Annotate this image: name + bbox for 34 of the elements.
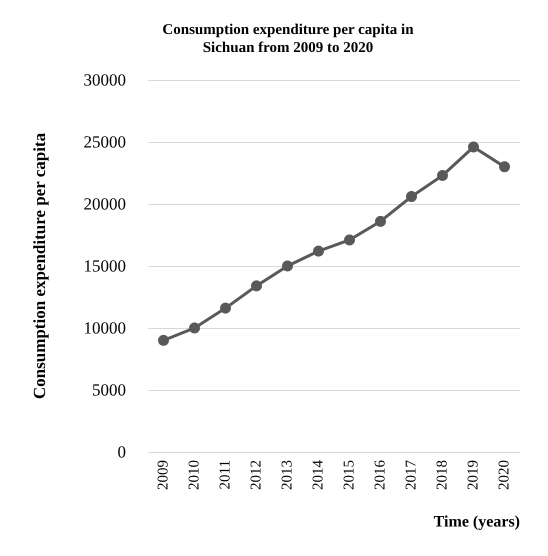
y-tick-label: 5000 bbox=[92, 380, 126, 400]
point bbox=[437, 170, 448, 181]
point bbox=[189, 322, 200, 334]
y-tick-label: 25000 bbox=[84, 132, 126, 152]
x-tick-label: 2015 bbox=[342, 460, 358, 490]
chart-title: Consumption expenditure per capita in Sichuan from 2009 to 2020 bbox=[162, 22, 414, 56]
point bbox=[499, 161, 510, 172]
point bbox=[406, 191, 417, 202]
point bbox=[282, 260, 293, 272]
point bbox=[313, 246, 324, 257]
y-tick-label: 30000 bbox=[84, 70, 126, 90]
y-tick-label: 15000 bbox=[84, 256, 126, 276]
point bbox=[220, 302, 231, 314]
point bbox=[251, 280, 262, 292]
x-axis-title: Time (years) bbox=[434, 514, 520, 530]
x-tick-label: 2011 bbox=[218, 460, 234, 490]
x-tick-label: 2013 bbox=[280, 460, 296, 490]
point bbox=[344, 234, 355, 246]
point bbox=[158, 334, 169, 346]
x-tick-label: 2010 bbox=[186, 460, 202, 490]
x-tick-label: 2018 bbox=[434, 460, 450, 490]
x-tick-label: 2017 bbox=[404, 460, 420, 490]
x-tick-label: 2019 bbox=[466, 460, 482, 490]
point bbox=[468, 141, 479, 152]
x-tick-label: 2014 bbox=[310, 460, 326, 490]
y-tick-label: 10000 bbox=[84, 318, 126, 338]
point bbox=[375, 216, 386, 227]
x-tick-label: 2012 bbox=[248, 460, 264, 490]
y-axis-title: Consumption expenditure per capita bbox=[30, 132, 49, 400]
x-tick-label: 2009 bbox=[156, 460, 172, 490]
y-tick-label: 0 bbox=[118, 442, 126, 462]
x-tick-label: 2020 bbox=[496, 460, 512, 490]
x-tick-label: 2016 bbox=[372, 460, 388, 490]
y-tick-label: 20000 bbox=[84, 194, 126, 214]
